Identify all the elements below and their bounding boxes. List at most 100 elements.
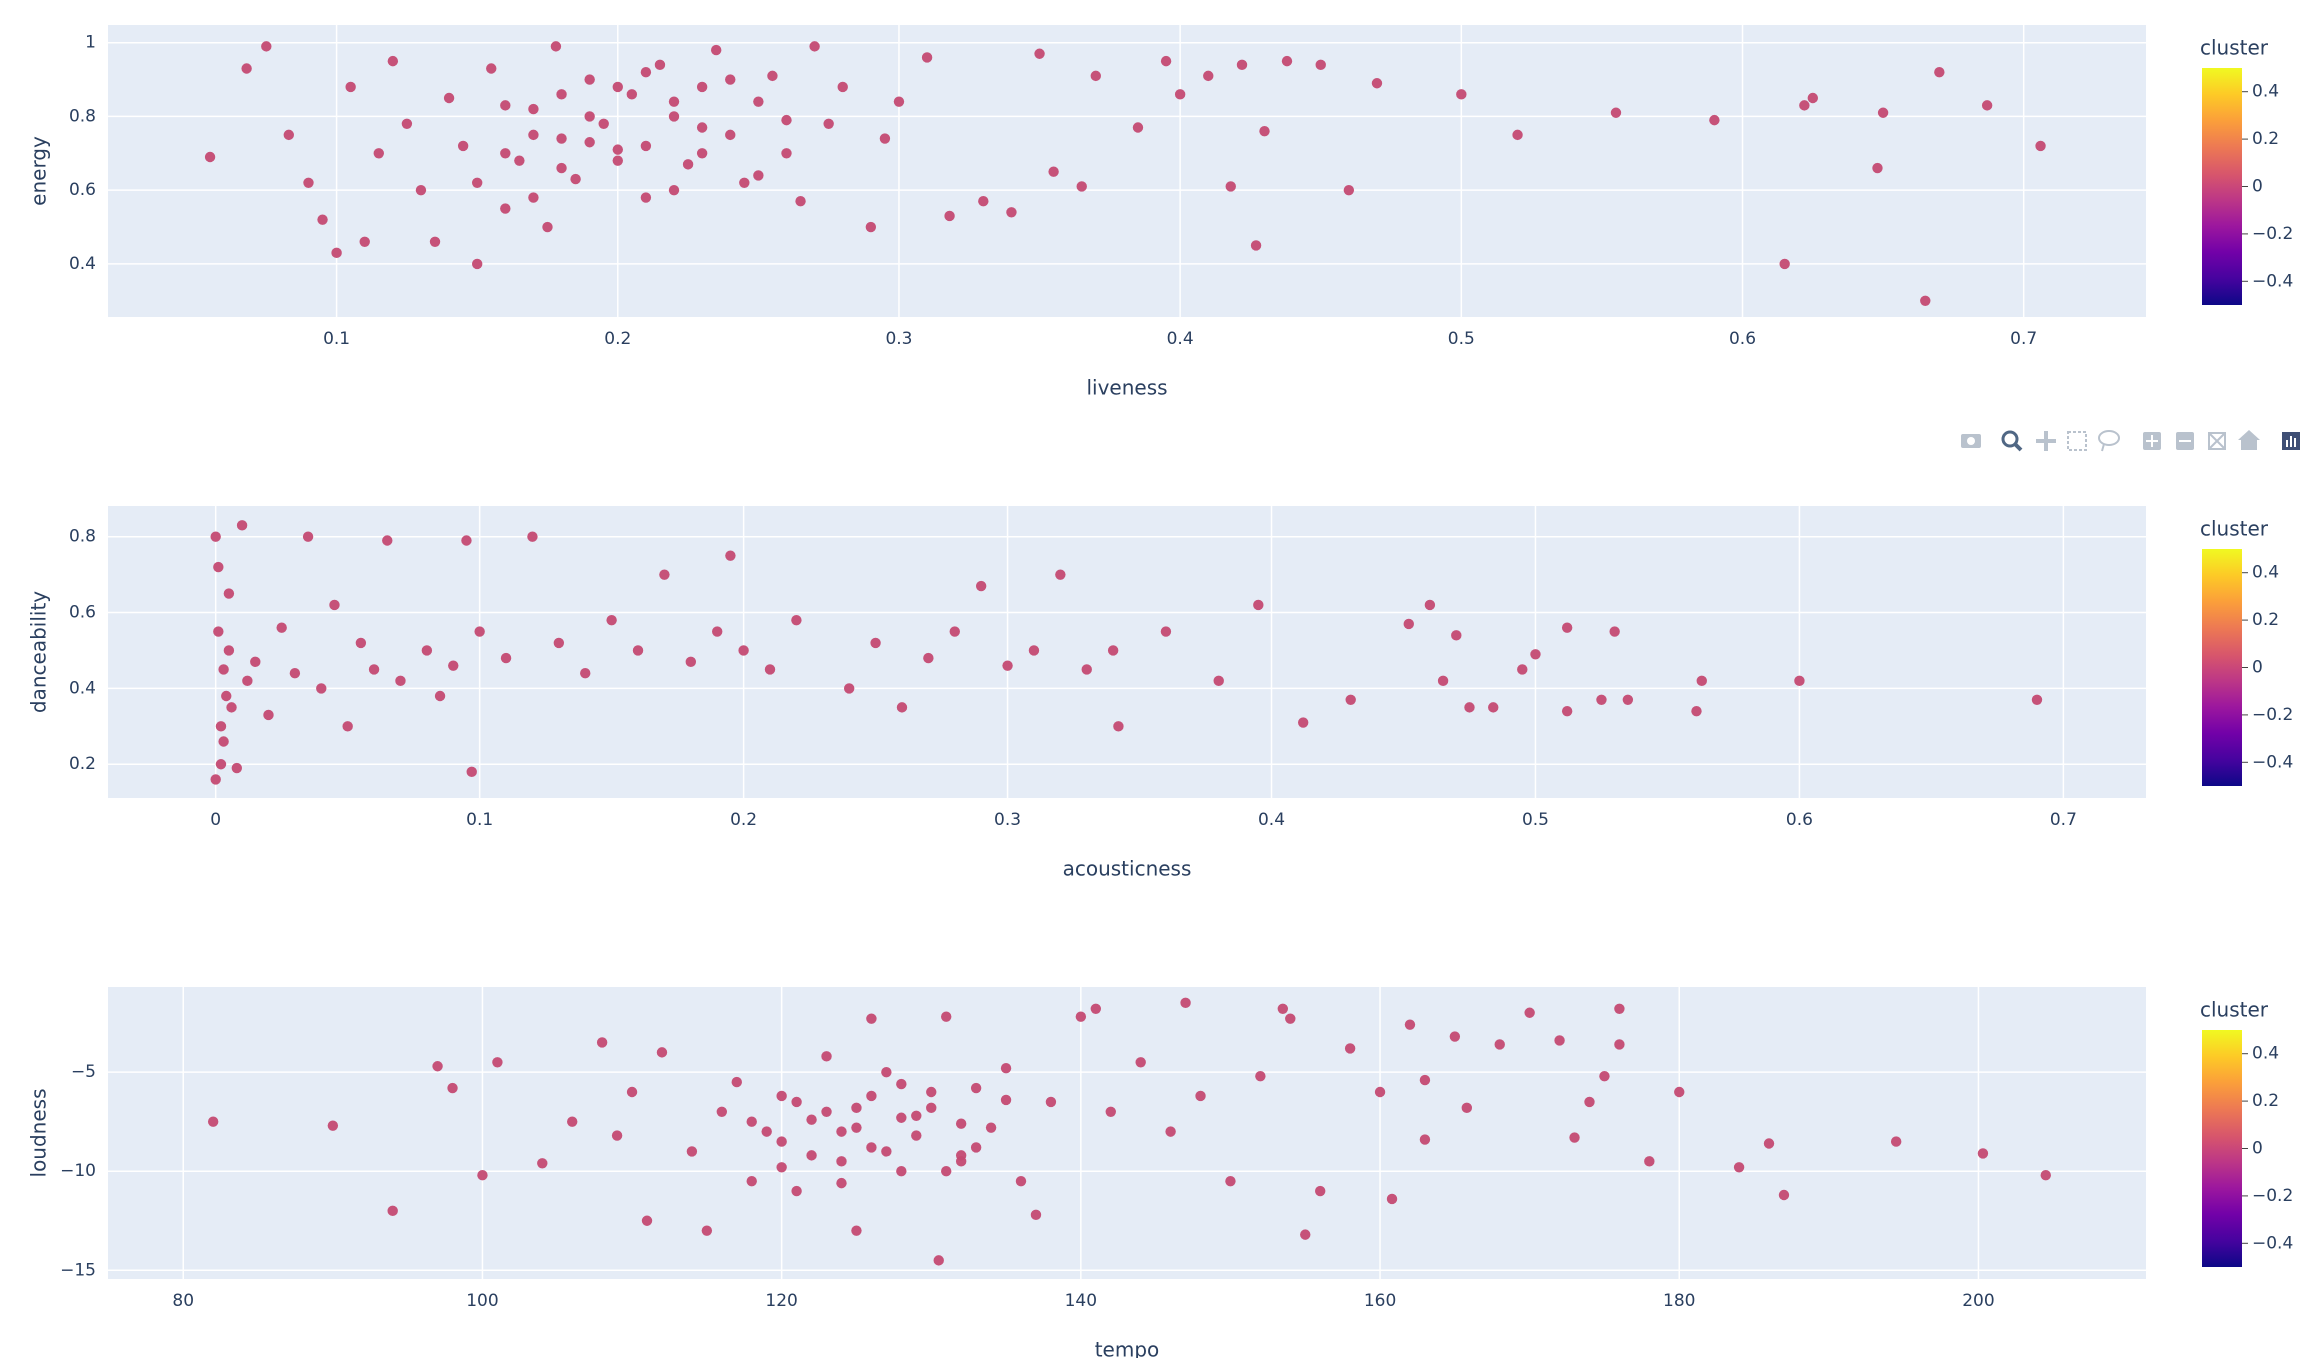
zoom-in-button[interactable]: [2143, 432, 2161, 450]
data-point: [685, 656, 697, 668]
data-point: [382, 535, 393, 546]
x-axis-title: acousticness: [1063, 857, 1192, 881]
data-point: [725, 74, 736, 85]
data-point: [606, 614, 617, 626]
y-tick-label: 0.4: [69, 254, 96, 274]
data-point: [881, 1146, 892, 1157]
x-tick-label: 0.6: [1729, 329, 1756, 349]
data-point: [823, 118, 834, 130]
plotly-logo[interactable]: [2282, 432, 2300, 450]
data-point: [1030, 1209, 1042, 1221]
data-point: [1622, 694, 1634, 705]
pan-button[interactable]: [2036, 431, 2056, 451]
data-point: [866, 1013, 877, 1024]
data-point: [795, 196, 806, 207]
data-point: [1981, 100, 1993, 111]
data-point: [500, 148, 511, 159]
data-point: [926, 1086, 937, 1098]
x-tick-label: 180: [1663, 1291, 1695, 1311]
data-point: [1554, 1035, 1565, 1046]
data-point: [2035, 140, 2046, 152]
data-point: [941, 1166, 952, 1177]
x-tick-label: 0.5: [1448, 329, 1475, 349]
y-tick-label: 0.2: [69, 754, 96, 774]
data-point: [1807, 92, 1819, 104]
subplot: 80 100 120 140 160 180 200 −15 −10 −5 tempo loudnes…: [27, 987, 2293, 1358]
data-point: [1090, 70, 1101, 82]
data-point: [1561, 622, 1573, 633]
colorbar-tick-label: −0.2: [2252, 1186, 2293, 1206]
plot-area: [108, 987, 2146, 1279]
data-point: [1135, 1057, 1146, 1068]
data-point: [2031, 694, 2043, 705]
data-point: [1255, 1070, 1266, 1082]
data-point: [2040, 1169, 2051, 1181]
data-point: [1075, 1011, 1087, 1022]
data-point: [1002, 660, 1013, 671]
colorbar-title: cluster: [2200, 36, 2269, 60]
autoscale-button[interactable]: [2208, 432, 2226, 450]
data-point: [492, 1057, 503, 1068]
data-point: [556, 89, 567, 100]
data-point: [477, 1169, 488, 1181]
x-tick-label: 0.4: [1167, 329, 1194, 349]
data-point: [342, 721, 353, 732]
data-point: [1488, 702, 1499, 713]
data-point: [739, 177, 750, 188]
y-tick-label: 0.6: [69, 180, 96, 200]
data-point: [1451, 630, 1462, 641]
data-point: [776, 1136, 787, 1147]
data-point: [471, 177, 483, 188]
zoom-button[interactable]: [2001, 430, 2023, 452]
colorbar-title: cluster: [2200, 998, 2269, 1022]
data-point: [791, 1096, 802, 1108]
y-tick-label: 0.6: [69, 603, 96, 623]
data-point: [303, 177, 314, 188]
x-axis-title: liveness: [1086, 376, 1167, 400]
data-point: [1524, 1007, 1535, 1018]
data-point: [1180, 997, 1191, 1009]
data-point: [1386, 1193, 1398, 1205]
data-point: [836, 1177, 847, 1189]
data-point: [716, 1106, 728, 1118]
data-point: [836, 1156, 847, 1167]
y-tick-label: −5: [71, 1062, 96, 1082]
data-point: [596, 1037, 608, 1048]
colorbar-tick-label: −0.2: [2252, 705, 2293, 725]
lasso-button[interactable]: [2098, 430, 2120, 452]
data-point: [528, 103, 539, 115]
box-select-button[interactable]: [2067, 431, 2087, 451]
data-point: [725, 550, 736, 561]
data-point: [387, 1205, 398, 1217]
data-point: [682, 159, 694, 170]
data-point: [640, 140, 652, 152]
data-point: [1160, 626, 1172, 637]
camera-button[interactable]: [1961, 434, 1981, 448]
data-point: [896, 1112, 907, 1123]
data-point: [283, 129, 294, 141]
y-tick-label: −10: [60, 1161, 96, 1181]
data-point: [941, 1011, 952, 1022]
colorbar: [2202, 549, 2242, 786]
data-point: [686, 1146, 698, 1157]
data-point: [210, 774, 221, 785]
data-point: [1285, 1013, 1296, 1024]
x-tick-label: 0.7: [2050, 810, 2077, 830]
data-point: [746, 1116, 757, 1127]
zoom-out-button[interactable]: [2176, 432, 2194, 450]
x-tick-label: 120: [765, 1291, 797, 1311]
data-point: [261, 41, 272, 52]
data-point: [1517, 664, 1528, 675]
data-point: [556, 162, 567, 174]
data-point: [851, 1225, 862, 1236]
data-point: [215, 759, 227, 770]
data-point: [821, 1106, 832, 1118]
y-axis-title: danceability: [27, 591, 51, 713]
data-point: [1419, 1134, 1431, 1145]
data-point: [641, 1215, 653, 1226]
x-tick-label: 80: [172, 1291, 194, 1311]
subplot: 0 0.1 0.2 0.3 0.4 0.5 0.6 0.7 0.2 0.4 0.6 0.8 acoust…: [27, 506, 2293, 881]
data-point: [542, 221, 553, 233]
x-tick-label: 0.1: [323, 329, 350, 349]
reset-axes-button[interactable]: [2238, 430, 2260, 450]
